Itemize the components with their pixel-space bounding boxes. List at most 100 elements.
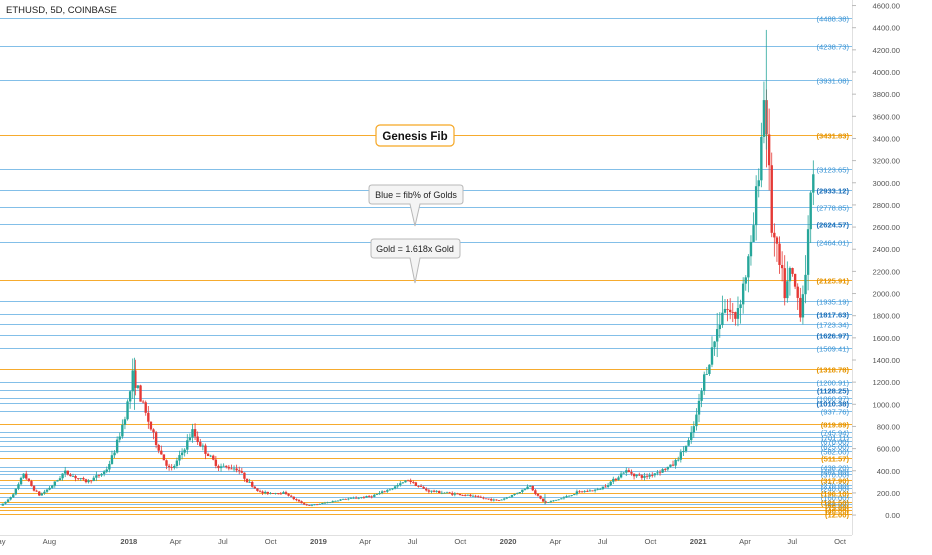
candle-body [479, 496, 483, 498]
candle-body [141, 401, 145, 403]
y-tick-label: 1200.00 [873, 378, 900, 387]
candle-body [232, 468, 236, 470]
candle-body [399, 483, 402, 486]
candle-body [531, 485, 534, 491]
candle-body [347, 498, 350, 500]
candle-body [154, 432, 158, 446]
candle-body [266, 491, 270, 494]
candle-body [562, 497, 566, 499]
candle-body [108, 463, 111, 470]
candle-body [110, 455, 114, 464]
candle-body [362, 497, 366, 499]
gold-level-label: (46.00) [825, 507, 850, 516]
candle-body [648, 475, 651, 477]
candle-body [100, 473, 103, 476]
candle-body [35, 490, 38, 492]
candle-body [17, 484, 20, 489]
candle-body [549, 501, 553, 503]
blue-level-label: (240.00) [821, 485, 850, 494]
candle-body [762, 100, 766, 137]
candle-body [315, 504, 319, 506]
x-tick-label: ay [0, 537, 6, 546]
candle-body [801, 294, 805, 318]
blue-level-label: (937.76) [821, 408, 850, 417]
gold-level-label: (511.57) [821, 455, 849, 464]
candle-body [302, 503, 306, 505]
blue-level-label: (1060.97) [816, 395, 849, 404]
candle-body [180, 452, 184, 456]
blue-level-label: (370.00) [821, 471, 850, 480]
candle-body [261, 491, 264, 494]
blue-level-label: (1128.25) [817, 387, 850, 396]
candle-body [53, 481, 57, 486]
candle-body [484, 498, 488, 500]
blue-level-label: (160.00) [821, 494, 850, 503]
candle-body [136, 385, 140, 388]
candle-body [126, 401, 129, 420]
candle-body [578, 491, 581, 493]
candle-body [1, 503, 5, 506]
candle-body [591, 490, 594, 492]
candle-body [684, 445, 688, 452]
candle-body [734, 312, 737, 319]
blue-level-label: (1817.63) [816, 311, 849, 320]
y-tick-label: 4200.00 [873, 46, 900, 55]
candle-body [380, 491, 384, 494]
x-tick-label: Jul [598, 537, 608, 546]
x-tick-label: 2018 [120, 537, 137, 546]
candle-body [243, 472, 246, 479]
blue-level-label: (745.94) [821, 429, 850, 438]
candle-body [321, 503, 324, 504]
candle-body [778, 243, 781, 266]
candle-body [170, 467, 173, 468]
candle-body [282, 492, 285, 494]
candle-body [279, 493, 282, 495]
candle-body [580, 491, 584, 493]
candle-body [71, 476, 75, 477]
blue-level-label: (582.00) [821, 448, 850, 457]
blue-level-label: (270.00) [821, 482, 850, 491]
candle-body [313, 504, 316, 506]
candle-body [105, 469, 108, 472]
gold-level-label: (317.90) [821, 477, 850, 486]
candle-body [477, 496, 480, 498]
blue-level-label: (625.00) [821, 443, 850, 452]
candle-body [731, 312, 734, 313]
candle-body [505, 497, 508, 499]
candle-body [289, 495, 293, 497]
x-tick-label: Oct [834, 537, 847, 546]
candle-body [741, 283, 745, 305]
candle-body [487, 498, 490, 500]
candle-body [721, 312, 724, 326]
x-tick-label: Oct [454, 537, 467, 546]
candle-body [45, 489, 49, 492]
candle-body [536, 493, 540, 496]
candle-body [534, 490, 537, 494]
candle-body [139, 385, 142, 402]
level-labels: (4488.38) (4238.73) (3931.08) (3123.65) (293… [816, 15, 849, 520]
candle-body [625, 470, 628, 473]
y-tick-label: 3000.00 [873, 179, 900, 188]
x-tick-label: Jul [408, 537, 418, 546]
candle-body [417, 486, 420, 487]
candle-body [308, 505, 311, 506]
candle-body [570, 495, 573, 496]
candle-body [128, 391, 132, 402]
candle-body [645, 475, 649, 477]
candle-body [767, 134, 771, 166]
candle-body [443, 492, 446, 494]
candle-body [209, 455, 212, 457]
candle-body [575, 491, 579, 495]
candle-body [160, 450, 163, 455]
candle-body [783, 268, 786, 299]
candle-body [409, 480, 412, 483]
genesis-fib-callout: Genesis Fib [375, 124, 455, 147]
candle-body [604, 486, 607, 488]
candle-body [248, 481, 251, 483]
candle-body [269, 493, 272, 494]
candle-body [630, 472, 633, 474]
candle-body [58, 478, 62, 481]
blue-level-label: (1200.91) [816, 379, 849, 388]
candle-body [152, 429, 155, 433]
